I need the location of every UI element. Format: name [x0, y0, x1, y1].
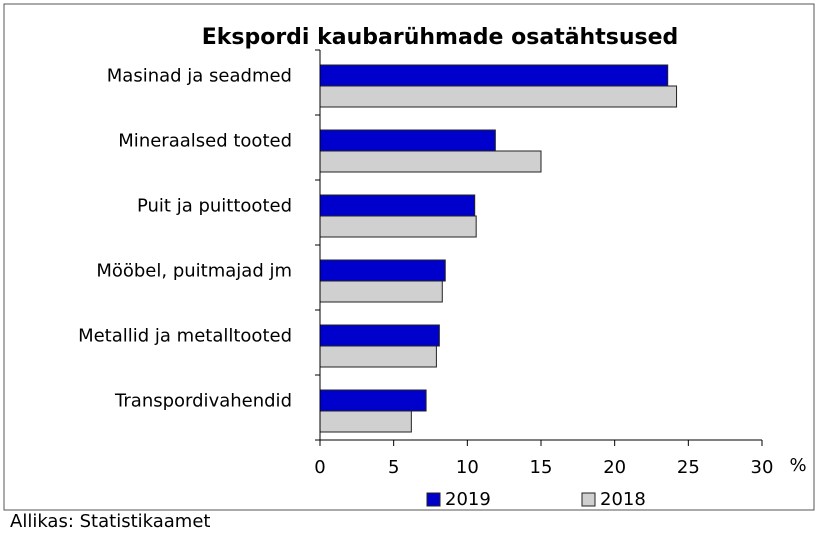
y-tick-label: Masinad ja seadmed — [107, 66, 292, 87]
bar — [319, 345, 437, 368]
legend-swatch — [581, 492, 596, 507]
y-tick-label: Metallid ja metalltooted — [78, 326, 292, 347]
bar — [319, 194, 476, 217]
bar — [319, 64, 669, 87]
bar — [319, 410, 412, 433]
chart-title: Ekspordi kaubarühmade osatähtsused — [202, 25, 679, 50]
bar — [319, 389, 427, 412]
x-axis-label: % — [789, 455, 806, 476]
legend-swatch — [426, 492, 441, 507]
x-tick-label: 15 — [530, 457, 553, 478]
y-tick-label: Transpordivahendid — [114, 391, 292, 412]
x-tick-label: 25 — [677, 457, 700, 478]
x-tick-label: 10 — [456, 457, 479, 478]
x-tick-label: 30 — [751, 457, 774, 478]
x-tick-label: 0 — [314, 457, 325, 478]
bar — [319, 150, 542, 173]
x-tick-label: 20 — [603, 457, 626, 478]
bar — [319, 280, 443, 303]
x-tick-label: 5 — [388, 457, 399, 478]
bar — [319, 129, 496, 152]
bar — [319, 259, 446, 282]
bar — [319, 324, 440, 347]
bar — [319, 85, 678, 108]
bar — [319, 215, 477, 238]
y-tick-label: Mineraalsed tooted — [118, 131, 292, 152]
y-tick-label: Puit ja puittooted — [137, 196, 292, 217]
y-tick-label: Mööbel, puitmajad jm — [96, 261, 292, 282]
legend-label: 2018 — [600, 489, 646, 510]
source: Allikas: Statistikaamet — [10, 511, 210, 532]
legend-label: 2019 — [445, 489, 491, 510]
